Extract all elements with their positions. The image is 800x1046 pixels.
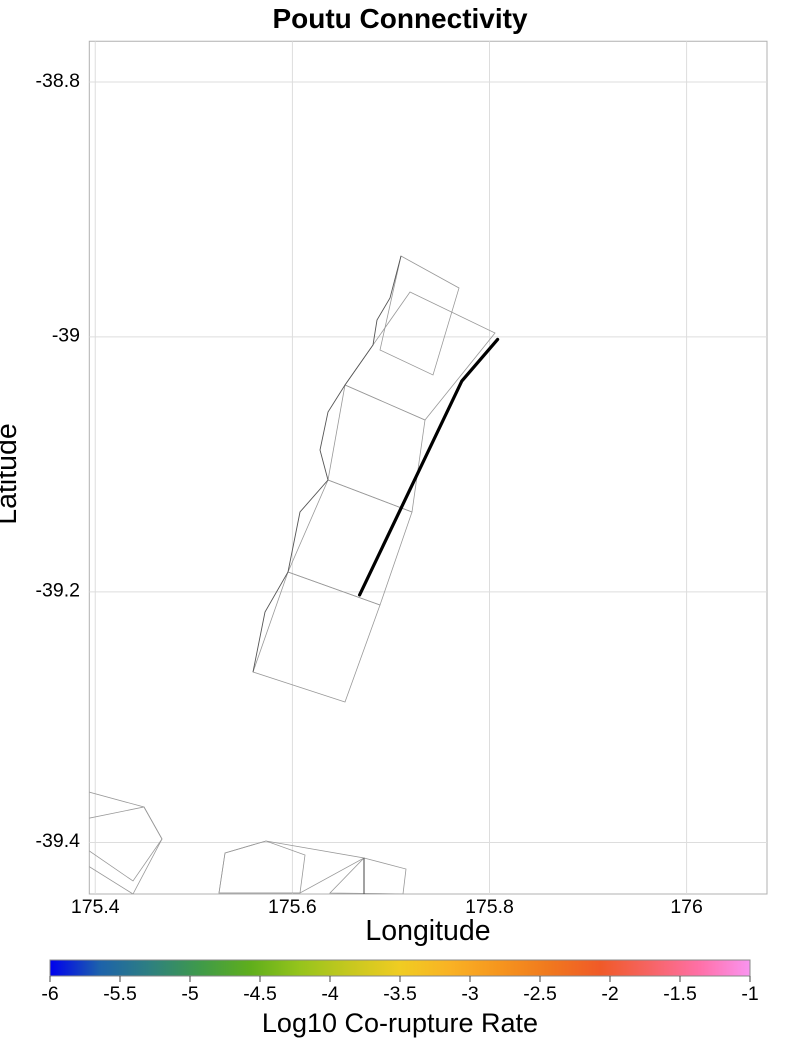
svg-text:176: 176 xyxy=(670,896,703,918)
svg-text:-6: -6 xyxy=(41,983,58,1005)
svg-text:175.6: 175.6 xyxy=(268,896,317,918)
svg-text:Longitude: Longitude xyxy=(365,915,490,947)
svg-text:-2: -2 xyxy=(601,983,618,1005)
svg-text:-5: -5 xyxy=(181,983,198,1005)
svg-text:-3.5: -3.5 xyxy=(383,983,417,1005)
svg-text:-4: -4 xyxy=(321,983,338,1005)
svg-text:-39.2: -39.2 xyxy=(36,580,80,602)
svg-text:-39.4: -39.4 xyxy=(36,830,81,852)
svg-text:Poutu Connectivity: Poutu Connectivity xyxy=(272,3,528,34)
svg-text:-1.5: -1.5 xyxy=(663,983,697,1005)
svg-text:-39: -39 xyxy=(52,325,80,347)
svg-text:-38.8: -38.8 xyxy=(36,70,80,92)
svg-text:-1: -1 xyxy=(741,983,758,1005)
svg-text:Log10 Co-rupture Rate: Log10 Co-rupture Rate xyxy=(262,1008,538,1038)
svg-text:175.4: 175.4 xyxy=(71,896,120,918)
svg-text:-3: -3 xyxy=(461,983,478,1005)
svg-text:-5.5: -5.5 xyxy=(103,983,137,1005)
svg-text:-4.5: -4.5 xyxy=(243,983,277,1005)
svg-text:-2.5: -2.5 xyxy=(523,983,557,1005)
svg-text:Latitude: Latitude xyxy=(0,423,23,524)
